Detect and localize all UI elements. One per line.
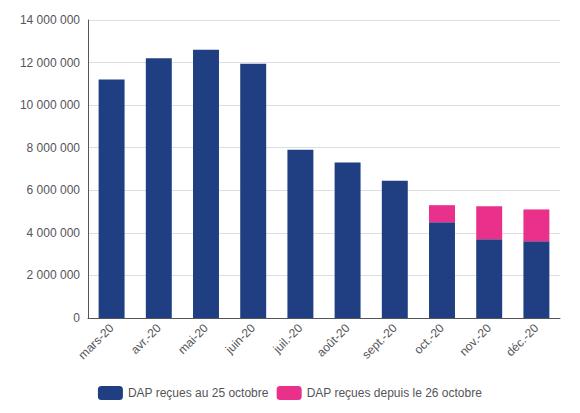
svg-text:juil.-20: juil.-20 bbox=[270, 321, 306, 357]
svg-text:mars-20: mars-20 bbox=[76, 321, 117, 362]
svg-text:août-20: août-20 bbox=[314, 321, 353, 360]
svg-text:14 000 000: 14 000 000 bbox=[20, 13, 80, 27]
svg-text:4 000 000: 4 000 000 bbox=[27, 226, 81, 240]
svg-text:0: 0 bbox=[73, 311, 80, 325]
svg-text:10 000 000: 10 000 000 bbox=[20, 98, 80, 112]
svg-text:déc.-20: déc.-20 bbox=[503, 321, 541, 359]
svg-text:nov.-20: nov.-20 bbox=[457, 321, 495, 359]
svg-text:2 000 000: 2 000 000 bbox=[27, 268, 81, 282]
svg-text:6 000 000: 6 000 000 bbox=[27, 183, 81, 197]
svg-text:12 000 000: 12 000 000 bbox=[20, 56, 80, 70]
svg-text:mai-20: mai-20 bbox=[175, 321, 211, 357]
svg-text:avr.-20: avr.-20 bbox=[128, 321, 164, 357]
svg-text:oct.-20: oct.-20 bbox=[411, 321, 447, 357]
svg-text:DAP reçues au 25 octobre: DAP reçues au 25 octobre bbox=[128, 386, 269, 400]
svg-text:8 000 000: 8 000 000 bbox=[27, 141, 81, 155]
svg-text:juin-20: juin-20 bbox=[222, 321, 258, 357]
svg-text:sept.-20: sept.-20 bbox=[359, 321, 400, 362]
svg-text:DAP reçues depuis le 26 octobr: DAP reçues depuis le 26 octobre bbox=[307, 386, 483, 400]
